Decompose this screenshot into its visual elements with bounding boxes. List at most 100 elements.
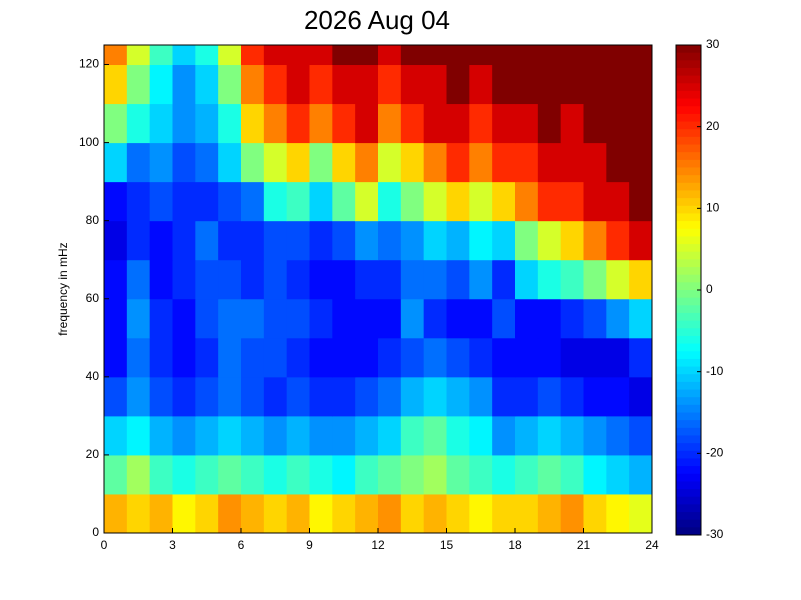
heat-cell	[218, 376, 242, 417]
colorbar-step	[676, 274, 701, 283]
heat-cell	[195, 220, 219, 261]
heat-cell	[286, 454, 310, 495]
heat-cell	[104, 376, 128, 417]
heat-cell	[286, 493, 310, 534]
heat-cell	[378, 376, 402, 417]
heat-cell	[172, 142, 196, 183]
heat-cell	[400, 45, 425, 66]
heat-cell	[400, 181, 425, 222]
colorbar-step	[676, 351, 701, 360]
colorbar-step	[676, 335, 701, 345]
heat-cell	[149, 454, 173, 495]
heat-cell	[195, 181, 219, 222]
heat-cell	[606, 220, 630, 261]
heat-cell	[104, 220, 128, 261]
heat-cell	[400, 454, 425, 495]
heat-cell	[218, 45, 242, 66]
heat-cell	[629, 103, 653, 144]
x-tick-label: 9	[306, 538, 313, 552]
heat-cell	[583, 337, 607, 378]
colorbar-step	[676, 129, 701, 138]
heat-cell	[263, 64, 288, 105]
heat-cell	[241, 259, 265, 300]
heat-cell	[309, 493, 333, 534]
heat-cell	[629, 298, 653, 339]
x-tick-label: 24	[645, 538, 659, 552]
colorbar-tick-label: -30	[706, 527, 724, 541]
heat-cell	[583, 298, 607, 339]
heat-cell	[355, 298, 379, 339]
heat-cell	[378, 45, 402, 66]
heat-cell	[606, 181, 630, 222]
heat-cell	[218, 454, 242, 495]
x-tick-label: 6	[238, 538, 245, 552]
heat-cell	[263, 298, 288, 339]
y-tick-label: 100	[79, 135, 99, 149]
heat-cell	[378, 493, 402, 534]
colorbar-step	[676, 481, 701, 490]
colorbar-step	[676, 404, 701, 413]
heat-cell	[560, 259, 584, 300]
y-axis-label: frequency in mHz	[56, 242, 70, 335]
heat-cell	[583, 376, 607, 417]
heat-cell	[309, 64, 333, 105]
colorbar-step	[676, 381, 701, 391]
heat-cell	[195, 376, 219, 417]
heat-cell	[537, 337, 562, 378]
colorbar-step	[676, 175, 701, 184]
heat-cell	[241, 376, 265, 417]
heat-cell	[104, 493, 128, 534]
heat-cell	[355, 103, 379, 144]
heat-cell	[469, 493, 493, 534]
heat-cell	[241, 142, 265, 183]
colorbar-step	[676, 389, 701, 398]
colorbar-step	[676, 427, 701, 436]
heat-cell	[423, 103, 447, 144]
heat-cell	[355, 415, 379, 456]
heat-cell	[332, 64, 356, 105]
heat-cell	[606, 142, 630, 183]
heat-cell	[629, 64, 653, 105]
heat-cell	[492, 64, 516, 105]
heat-cell	[378, 103, 402, 144]
heat-cell	[218, 103, 242, 144]
heat-cell	[104, 454, 128, 495]
heat-cell	[400, 64, 425, 105]
heat-cell	[400, 103, 425, 144]
heat-cell	[560, 454, 584, 495]
heat-cell	[423, 259, 447, 300]
heat-cell	[469, 454, 493, 495]
colorbar-step	[676, 366, 701, 375]
heat-cell	[446, 337, 470, 378]
heat-cell	[469, 103, 493, 144]
colorbar-step	[676, 90, 701, 100]
heat-cell	[309, 337, 333, 378]
colorbar-step	[676, 358, 701, 368]
heat-cell	[537, 64, 562, 105]
heat-cell	[583, 181, 607, 222]
x-tick-label: 3	[169, 538, 176, 552]
heat-cell	[332, 454, 356, 495]
colorbar-step	[676, 328, 701, 337]
heat-cell	[332, 220, 356, 261]
heat-cell	[423, 142, 447, 183]
heat-cell	[126, 493, 151, 534]
heat-cell	[355, 259, 379, 300]
heat-cell	[172, 415, 196, 456]
colorbar-step	[676, 519, 701, 528]
heat-cell	[400, 337, 425, 378]
heat-cell	[263, 45, 288, 66]
heat-cell	[218, 259, 242, 300]
heat-cell	[469, 142, 493, 183]
heat-cell	[104, 45, 128, 66]
heat-cell	[446, 415, 470, 456]
colorbar-step	[676, 458, 701, 467]
heat-cell	[629, 454, 653, 495]
colorbar-step	[676, 305, 701, 314]
heat-cell	[629, 45, 653, 66]
heat-cell	[515, 454, 539, 495]
heat-cell	[332, 298, 356, 339]
heat-cell	[537, 415, 562, 456]
heat-cell	[263, 337, 288, 378]
